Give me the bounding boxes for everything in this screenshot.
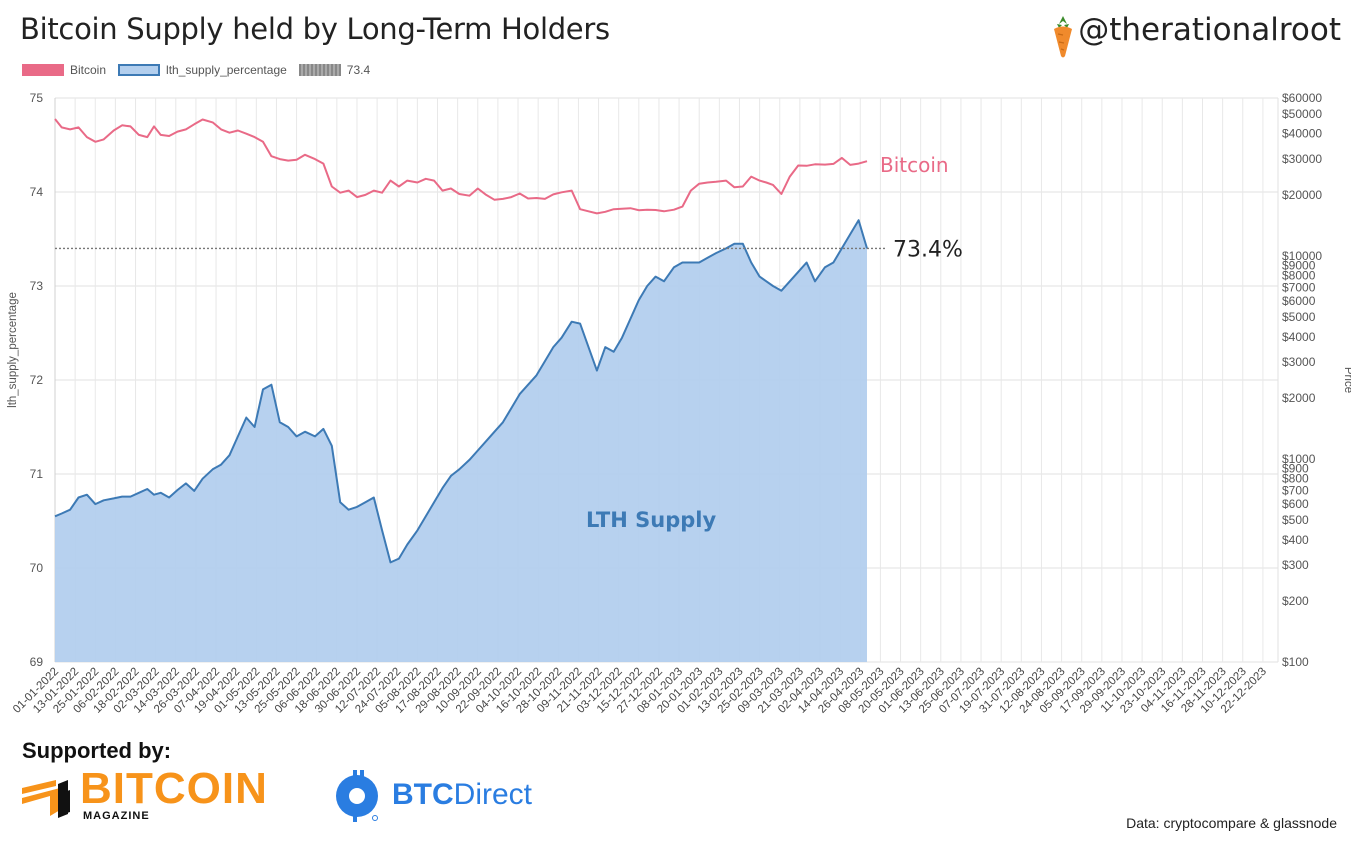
chart-canvas: 69707172737475$100$200$300$400$500$600$7… — [7, 91, 1351, 716]
y-left-tick-label: 72 — [30, 373, 44, 387]
sponsor-bitcoin-magazine: BITCOIN — [80, 764, 268, 813]
y-right-tick-label: $8000 — [1282, 269, 1316, 283]
y-right-tick-label: $300 — [1282, 558, 1309, 572]
y-left-tick-label: 74 — [30, 185, 44, 199]
y-left-tick-label: 71 — [30, 467, 44, 481]
y-right-tick-label: $5000 — [1282, 310, 1316, 324]
lth-annotation: LTH Supply — [586, 508, 716, 532]
bitcoin-magazine-logo-icon — [22, 780, 70, 818]
carrot-icon — [1054, 16, 1072, 58]
y-right-tick-label: $60000 — [1282, 91, 1322, 105]
y-right-tick-label: $30000 — [1282, 152, 1322, 166]
y-right-tick-label: $900 — [1282, 461, 1309, 475]
y-right-tick-label: $200 — [1282, 594, 1309, 608]
y-left-tick-label: 69 — [30, 655, 44, 669]
legend-label-lth: lth_supply_percentage — [166, 63, 287, 77]
y-right-tick-label: $100 — [1282, 655, 1309, 669]
y-left-tick-label: 73 — [30, 279, 44, 293]
y-right-tick-label: $3000 — [1282, 355, 1316, 369]
sponsor-bitcoin-magazine-sub: MAGAZINE — [83, 810, 150, 822]
lth-line — [54, 219, 868, 564]
y-right-tick-label: $40000 — [1282, 127, 1322, 141]
y-right-tick-label: $1000 — [1282, 452, 1316, 466]
y-left-tick-label: 70 — [30, 561, 44, 575]
data-source: Data: cryptocompare & glassnode — [1126, 815, 1337, 831]
bitcoin-price-line — [54, 118, 868, 215]
y-right-tick-label: $500 — [1282, 513, 1309, 527]
y-left-tick-label: 75 — [30, 91, 44, 105]
lth-area-fill — [55, 220, 867, 662]
supported-by-label: Supported by: — [22, 738, 172, 763]
y-right-tick-label: $400 — [1282, 533, 1309, 547]
chart-legend: Bitcoin lth_supply_percentage 73.4 — [22, 63, 382, 77]
legend-swatch-bitcoin — [22, 64, 64, 76]
y-right-tick-label: $20000 — [1282, 188, 1322, 202]
legend-swatch-lth — [118, 64, 161, 76]
twitter-handle: @therationalroot — [1078, 12, 1341, 48]
y-right-tick-label: $2000 — [1282, 391, 1316, 405]
y-right-tick-label: $600 — [1282, 497, 1309, 511]
y-right-tick-label: $50000 — [1282, 107, 1322, 121]
y-right-tick-label: $4000 — [1282, 330, 1316, 344]
y-right-tick-label: $6000 — [1282, 294, 1316, 308]
legend-swatch-reference — [298, 64, 341, 76]
y-right-tick-label: $7000 — [1282, 280, 1316, 294]
legend-item-bitcoin[interactable]: Bitcoin — [22, 63, 106, 77]
legend-item-reference[interactable]: 73.4 — [298, 63, 371, 77]
sponsor-btcdirect-b: Direct — [453, 778, 532, 811]
sponsor-btcdirect-a: BTC — [392, 778, 454, 811]
sponsor-btcdirect: BTCDirect — [392, 778, 532, 812]
y-right-axis-title: Price — [1342, 367, 1351, 393]
bitcoin-annotation: Bitcoin — [880, 153, 949, 177]
chart-title: Bitcoin Supply held by Long-Term Holders — [20, 12, 610, 46]
y-left-axis-title: lth_supply_percentage — [7, 292, 19, 408]
reference-line-label: 73.4% — [893, 237, 963, 262]
y-right-tick-label: $700 — [1282, 483, 1309, 497]
y-right-tick-label: $9000 — [1282, 258, 1316, 272]
btcdirect-logo-icon — [336, 770, 378, 822]
legend-item-lth[interactable]: lth_supply_percentage — [118, 63, 287, 77]
legend-label-reference: 73.4 — [346, 63, 371, 77]
y-right-tick-label: $800 — [1282, 472, 1309, 486]
y-right-tick-label: $10000 — [1282, 249, 1322, 263]
legend-label-bitcoin: Bitcoin — [70, 63, 107, 77]
